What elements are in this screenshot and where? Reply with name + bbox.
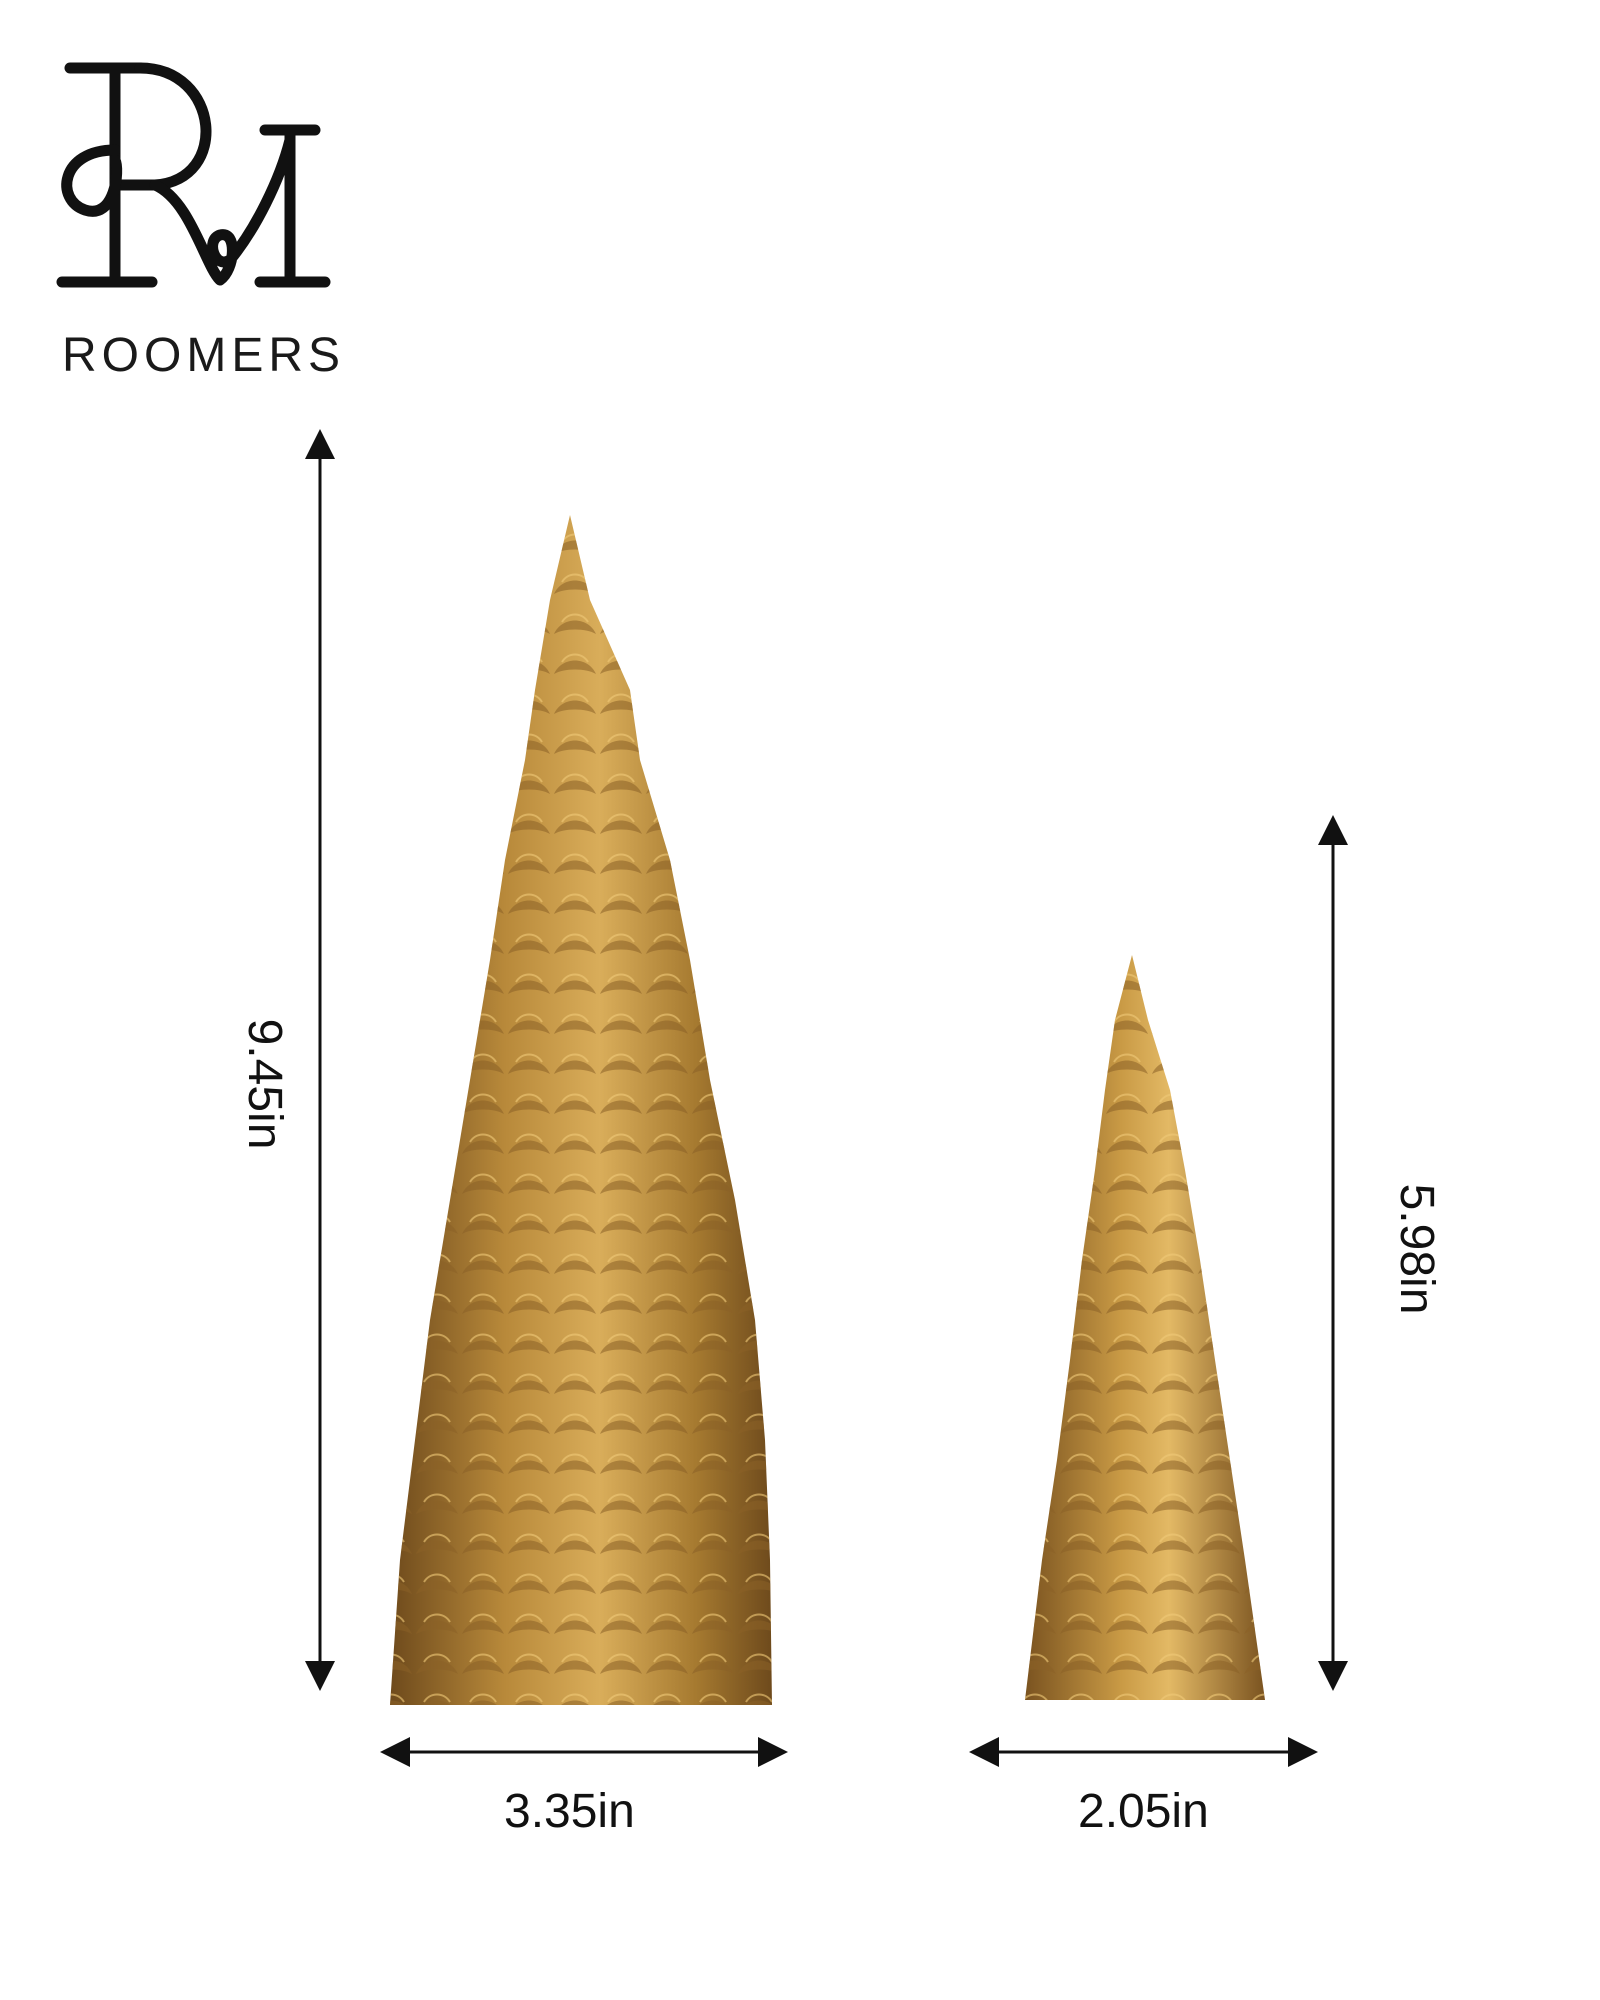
brand-name: ROOMERS	[62, 329, 346, 382]
brand-logo: ROOMERS	[40, 60, 340, 382]
small-width-label: 2.05in	[1078, 1785, 1209, 1838]
small-tree	[1025, 955, 1265, 1700]
large-width-label: 3.35in	[504, 1785, 635, 1838]
rm-monogram-icon	[56, 62, 331, 288]
large-tree	[390, 515, 772, 1705]
